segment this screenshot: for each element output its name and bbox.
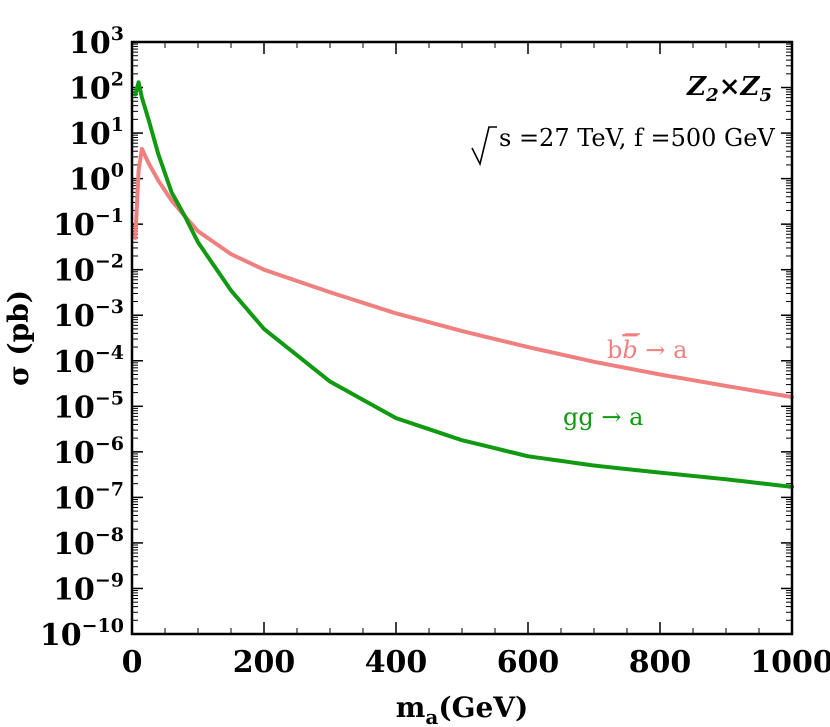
energy-label: s =27 TeV, f =500 GeV bbox=[471, 124, 775, 167]
series-label-bb: bb → a bbox=[607, 336, 687, 364]
x-tick-labels: 0 200 400 600 800 1000 bbox=[122, 645, 830, 680]
y-tick-label: 10−3 bbox=[53, 296, 124, 334]
series-lines bbox=[133, 80, 794, 489]
x-tick-label: 800 bbox=[629, 645, 692, 680]
y-tick-label: 102 bbox=[69, 69, 124, 107]
x-axis-title: ma(GeV) bbox=[396, 691, 529, 727]
plot-frame bbox=[130, 40, 794, 636]
series-label-gg: gg → a bbox=[563, 403, 643, 431]
y-tick-label: 10−9 bbox=[53, 569, 124, 607]
x-tick-label: 200 bbox=[233, 645, 296, 680]
model-label: Z2×Z5 bbox=[686, 72, 772, 106]
x-tick-label: 400 bbox=[365, 645, 428, 680]
y-tick-label: 10−5 bbox=[53, 387, 124, 425]
y-tick-label: 103 bbox=[69, 23, 124, 61]
sqrt-symbol bbox=[471, 126, 497, 167]
y-tick-label: 10−8 bbox=[53, 524, 124, 562]
y-tick-label: 10−2 bbox=[53, 251, 124, 289]
y-tick-label: 10−6 bbox=[53, 433, 124, 471]
y-tick-label: 100 bbox=[69, 160, 124, 198]
y-tick-label: 10−7 bbox=[53, 478, 124, 516]
series-line-bb bbox=[133, 146, 794, 400]
y-tick-label: 10−10 bbox=[40, 615, 124, 653]
y-tick-labels: 103 102 101 100 10−1 10−2 10−3 10−4 10−5 10−6 10−7… bbox=[40, 23, 124, 653]
energy-text: s =27 TeV, f =500 GeV bbox=[499, 124, 775, 152]
y-tick-label: 10−4 bbox=[53, 342, 124, 380]
x-tick-label: 0 bbox=[122, 645, 143, 680]
series-line-gg bbox=[133, 80, 794, 489]
y-tick-label: 10−1 bbox=[53, 205, 124, 243]
x-tick-label: 1000 bbox=[750, 645, 830, 680]
y-axis-title: σ (pb) bbox=[2, 290, 35, 386]
x-tick-label: 600 bbox=[497, 645, 560, 680]
y-tick-label: 101 bbox=[69, 114, 124, 152]
